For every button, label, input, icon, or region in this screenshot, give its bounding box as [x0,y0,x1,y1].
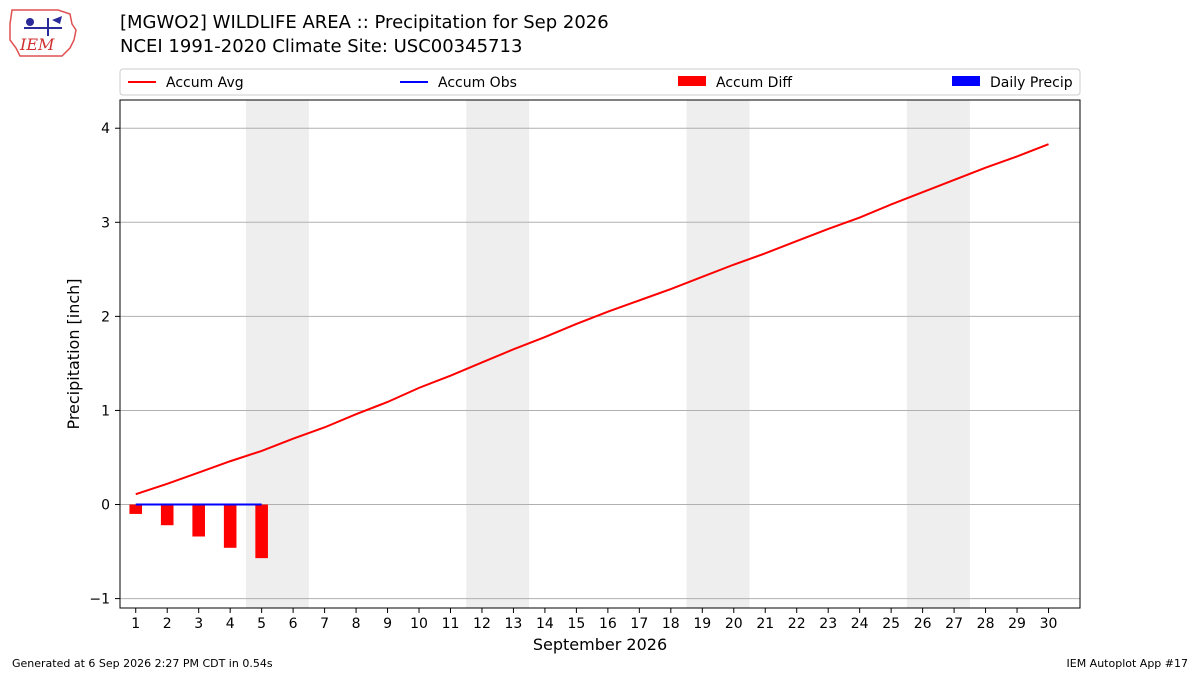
x-tick-label: 30 [1040,616,1058,632]
x-tick-label: 15 [567,616,585,632]
weekend-shade [686,100,750,608]
y-tick-label: −1 [89,592,110,608]
x-tick-label: 28 [977,616,995,632]
x-tick-label: 16 [599,616,617,632]
x-tick-label: 20 [725,616,743,632]
x-tick-label: 29 [1008,616,1026,632]
plot-frame [119,99,1081,609]
iem-logo-text: IEM [19,35,55,54]
x-tick-label: 1 [131,616,140,632]
accum-avg-line [135,143,1049,496]
legend-swatch-accum-diff [678,76,706,86]
iem-logo: IEM [9,9,77,57]
x-tick-label: 3 [194,616,203,632]
legend-swatch-daily-precip [952,76,980,86]
x-tick-label: 24 [851,616,869,632]
x-tick-label: 6 [289,616,298,632]
chart-legend: Accum Avg Accum Obs Accum Diff Daily Precip [119,68,1081,96]
weekend-shade [466,100,530,608]
x-tick-label: 4 [226,616,235,632]
y-tick-label: 4 [101,121,110,137]
accum-diff-bar [255,504,268,559]
x-tick-label: 11 [442,616,460,632]
accum-diff-bar [192,504,205,537]
accum-diff-bar [160,504,174,526]
x-axis-label: September 2026 [533,635,667,654]
x-tick-label: 22 [788,616,806,632]
x-tick-label: 9 [383,616,392,632]
x-tick-label: 12 [473,616,491,632]
legend-box [119,68,1081,96]
x-tick-label: 7 [320,616,329,632]
x-tick-label: 19 [693,616,711,632]
legend-label-daily-precip: Daily Precip [990,75,1073,91]
x-tick-label: 10 [410,616,428,632]
legend-label-accum-avg: Accum Avg [166,75,244,91]
x-tick-label: 8 [352,616,361,632]
legend-label-accum-diff: Accum Diff [716,75,792,91]
y-axis-label: Precipitation [inch] [64,278,83,429]
legend-label-accum-obs: Accum Obs [438,75,517,91]
chart-title: [MGWO2] WILDLIFE AREA :: Precipitation f… [120,12,609,33]
x-tick-label: 27 [945,616,963,632]
x-tick-label: 5 [257,616,266,632]
y-tick-label: 3 [101,215,110,231]
chart-subtitle: NCEI 1991-2020 Climate Site: USC00345713 [120,36,523,57]
y-tick-label: 2 [101,309,110,325]
app-label: IEM Autoplot App #17 [1066,657,1189,670]
weekend-shade [906,100,970,608]
x-tick-label: 14 [536,616,554,632]
y-tick-label: 1 [101,403,110,419]
x-tick-label: 17 [630,616,648,632]
x-tick-label: 2 [163,616,172,632]
accum-diff-bar [223,504,237,548]
y-tick-label: 0 [101,498,110,514]
x-tick-label: 13 [505,616,523,632]
x-tick-label: 21 [756,616,774,632]
x-tick-label: 23 [819,616,837,632]
generated-timestamp: Generated at 6 Sep 2026 2:27 PM CDT in 0… [12,657,273,670]
accum-diff-bar [129,504,143,514]
x-tick-label: 18 [662,616,680,632]
x-tick-label: 25 [882,616,900,632]
x-tick-label: 26 [914,616,932,632]
